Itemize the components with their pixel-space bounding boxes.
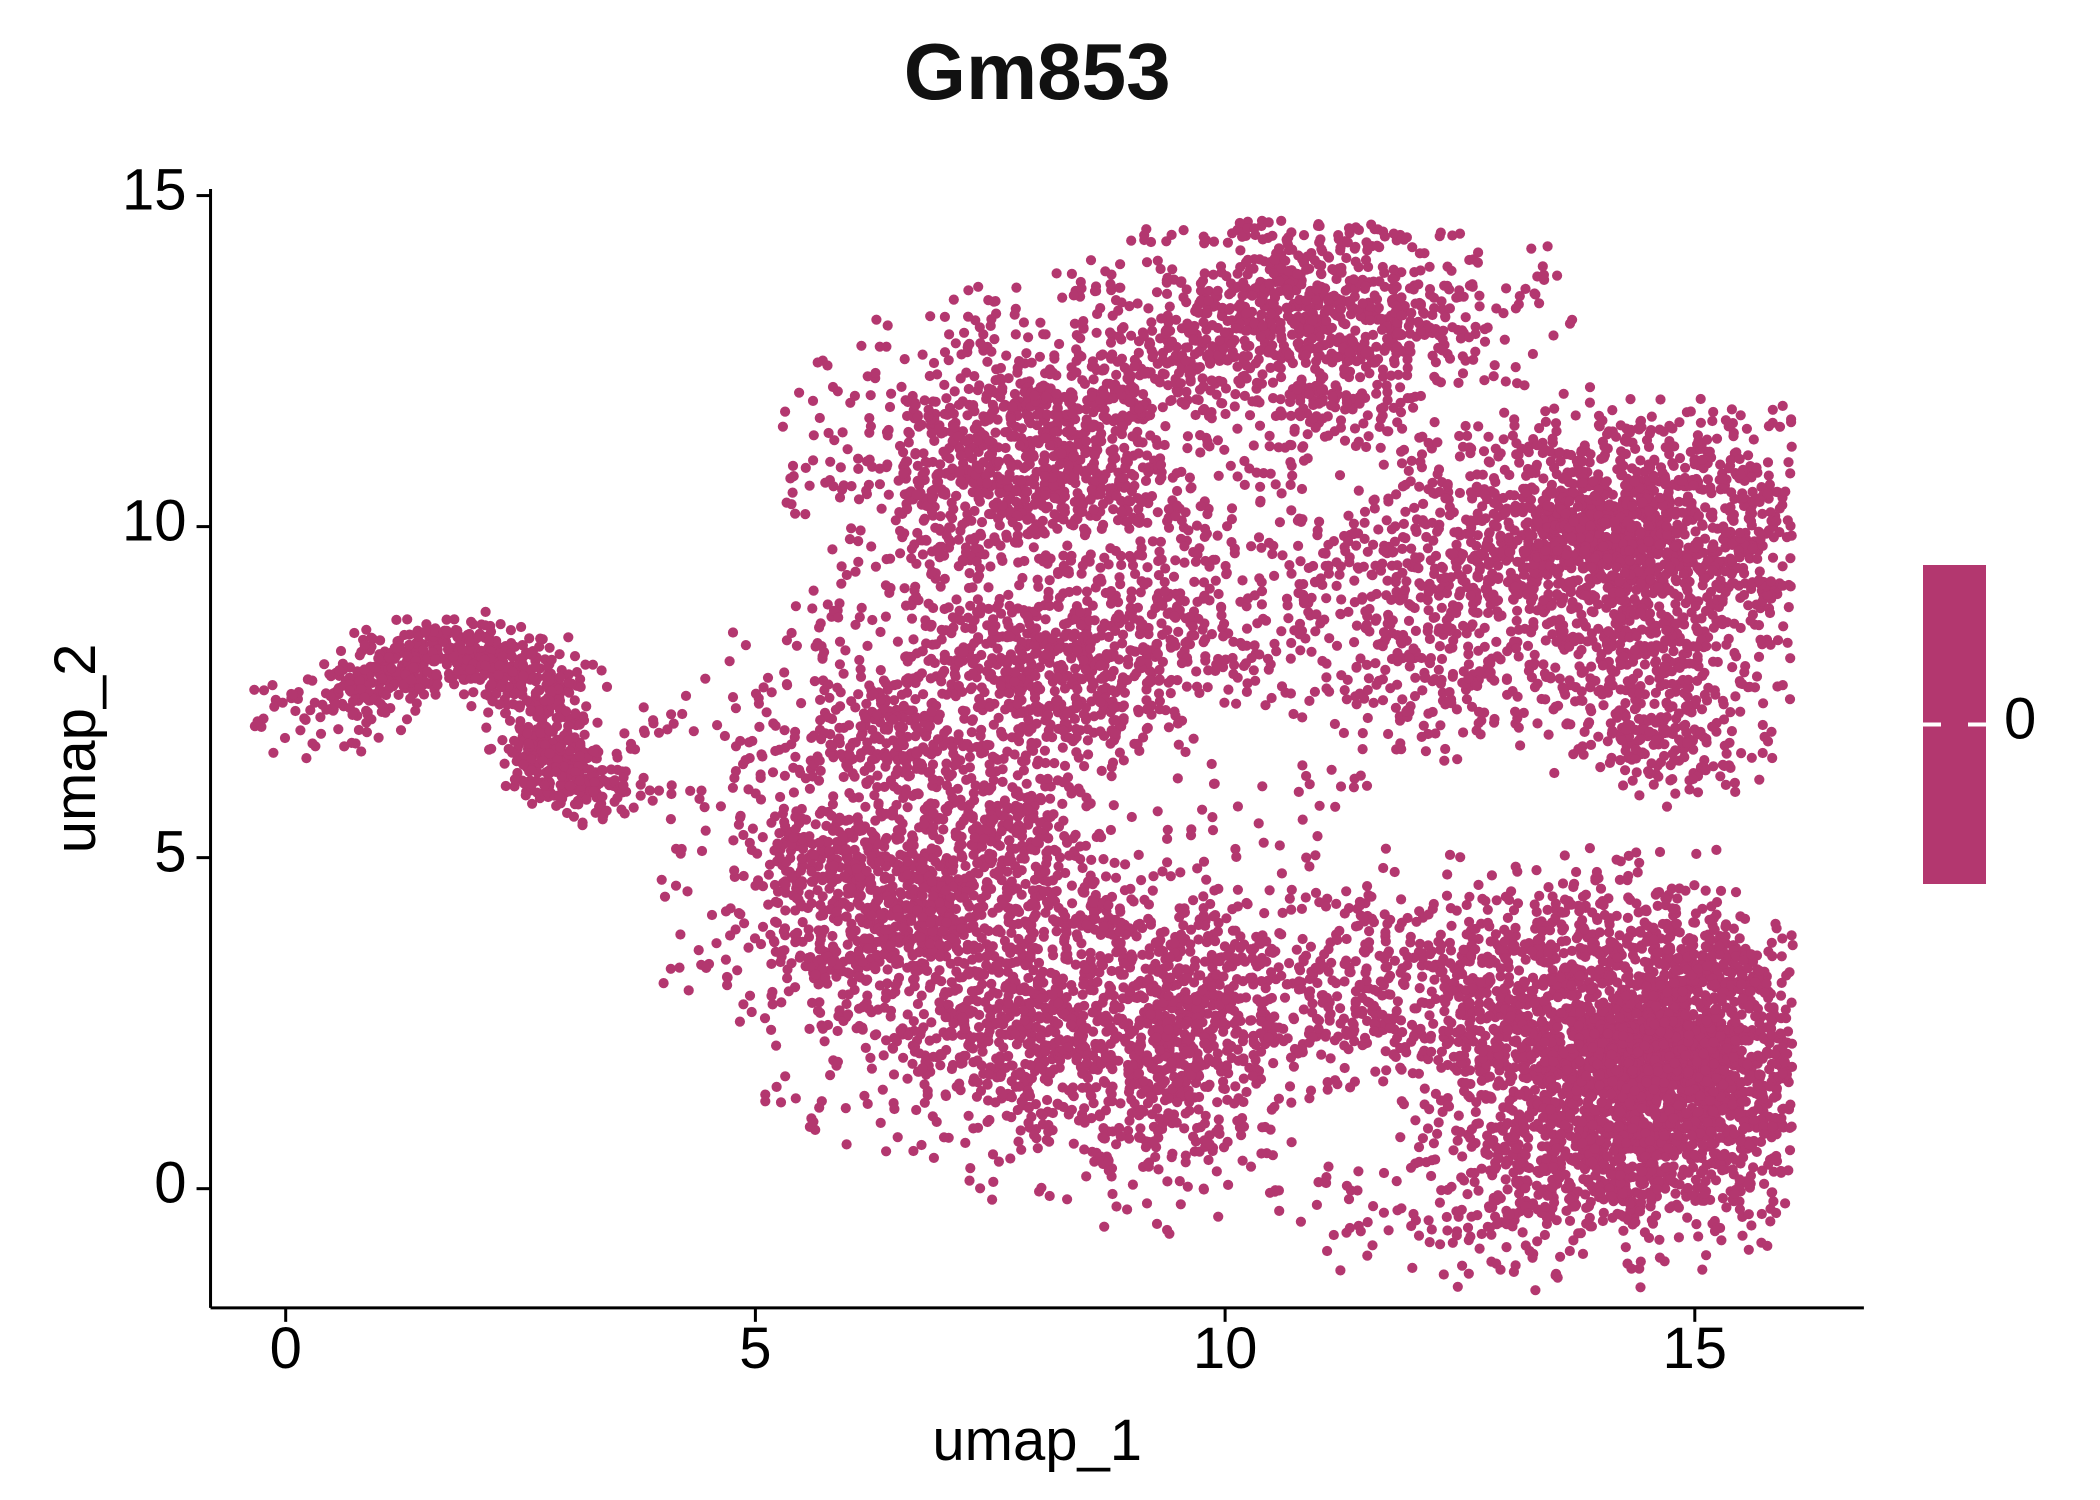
svg-text:10: 10	[122, 489, 187, 554]
svg-text:umap_2: umap_2	[43, 644, 108, 854]
svg-text:Gm853: Gm853	[904, 27, 1171, 116]
svg-text:5: 5	[154, 820, 186, 885]
svg-text:15: 15	[122, 158, 187, 223]
svg-text:umap_1: umap_1	[932, 1408, 1142, 1473]
svg-text:10: 10	[1193, 1316, 1258, 1381]
svg-text:5: 5	[739, 1316, 771, 1381]
svg-text:0: 0	[154, 1151, 186, 1216]
svg-text:0: 0	[270, 1316, 302, 1381]
svg-text:15: 15	[1663, 1316, 1728, 1381]
